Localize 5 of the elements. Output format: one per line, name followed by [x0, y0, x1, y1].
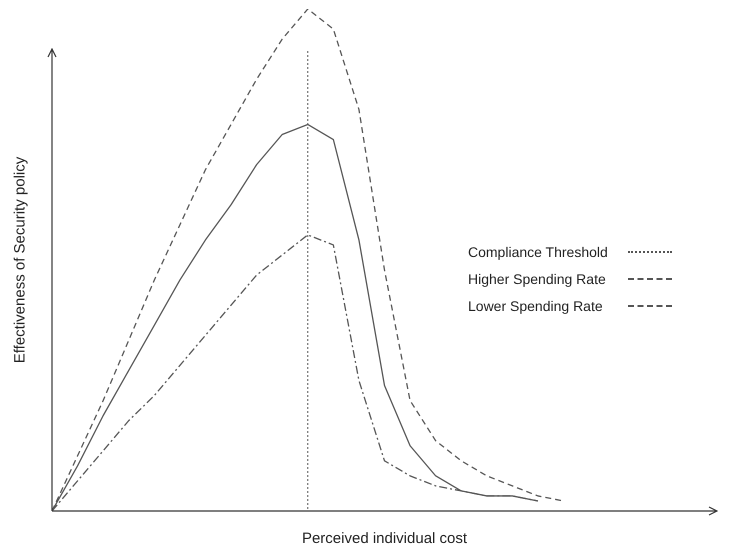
y-axis-title: Effectiveness of Security policy — [12, 156, 28, 364]
text: Compliance Threshold — [468, 244, 608, 260]
x-axis-title: Perceived individual cost — [300, 530, 468, 547]
legend-label: Lower Spending Rate — [468, 298, 604, 314]
legend-label: Higher Spending Rate — [468, 270, 607, 286]
